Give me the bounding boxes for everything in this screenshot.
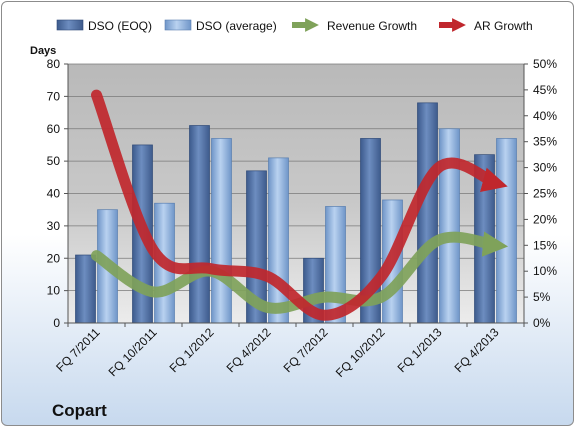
bar-dso-eoq-0 bbox=[75, 254, 96, 324]
legend-item-revenue-growth: Revenue Growth bbox=[292, 18, 417, 33]
x-ticks: FQ 7/2011 FQ 10/2011 FQ 1/2012 FQ 4/2012 FQ … bbox=[53, 323, 525, 380]
y-right-tick-label: 10% bbox=[533, 264, 557, 278]
legend-item-dso-eoq: DSO (EOQ) bbox=[56, 19, 152, 33]
y-left-tick-label: 70 bbox=[47, 89, 61, 103]
line-ar-growth bbox=[91, 89, 508, 321]
y-left-tick-label: 10 bbox=[47, 284, 61, 298]
y-left-tick-label: 0 bbox=[53, 316, 60, 330]
legend-label-dso-eoq: DSO (EOQ) bbox=[88, 19, 152, 33]
bar-dso-eoq-2 bbox=[189, 125, 210, 324]
x-tick-label: FQ 4/2012 bbox=[224, 325, 274, 375]
x-tick-label: FQ 7/2012 bbox=[281, 325, 331, 375]
x-tick-label: FQ 1/2013 bbox=[395, 325, 445, 375]
legend-item-ar-growth: AR Growth bbox=[439, 18, 533, 33]
x-tick-label: FQ 1/2012 bbox=[167, 325, 217, 375]
x-tick-label: FQ 10/2012 bbox=[333, 325, 388, 380]
legend-label-dso-average: DSO (average) bbox=[196, 19, 277, 33]
legend-swatch-dso-average bbox=[164, 19, 192, 31]
y-right-tick-label: 35% bbox=[533, 135, 557, 149]
y-right-tick-label: 0% bbox=[533, 316, 551, 330]
company-name: Copart bbox=[52, 401, 107, 420]
y-left-tick-label: 60 bbox=[47, 122, 61, 136]
y-right-tick-label: 20% bbox=[533, 212, 557, 226]
y-left-tick-label: 20 bbox=[47, 251, 61, 265]
x-tick-label: FQ 7/2011 bbox=[53, 325, 103, 375]
y-right-tick-label: 15% bbox=[533, 238, 557, 252]
legend: DSO (EOQ) DSO (average) Revenue Growth A… bbox=[56, 18, 533, 33]
bar-dso-average-7 bbox=[496, 138, 517, 324]
x-tick-label: FQ 4/2013 bbox=[452, 325, 502, 375]
y-left-axis-label: Days bbox=[30, 45, 56, 57]
y-right-tick-label: 45% bbox=[533, 83, 557, 97]
y-right-tick-label: 30% bbox=[533, 161, 557, 175]
growth-lines bbox=[91, 89, 509, 321]
y-left-tick-label: 50 bbox=[47, 154, 61, 168]
y-left-ticks: 0 10 20 30 40 50 60 70 80 bbox=[47, 57, 68, 330]
y-right-ticks: 0% 5% 10% 15% 20% 25% 30% 35% 40% 45% 50% bbox=[524, 57, 557, 330]
legend-label-revenue-growth: Revenue Growth bbox=[327, 19, 417, 33]
y-left-tick-label: 40 bbox=[47, 187, 61, 201]
y-left-tick-label: 80 bbox=[47, 57, 61, 71]
y-right-tick-label: 50% bbox=[533, 57, 557, 71]
y-right-tick-label: 40% bbox=[533, 109, 557, 123]
legend-item-dso-average: DSO (average) bbox=[164, 19, 277, 33]
line-revenue-growth bbox=[91, 231, 509, 314]
bar-dso-eoq-6 bbox=[417, 102, 438, 324]
y-right-tick-label: 5% bbox=[533, 290, 551, 304]
legend-swatch-dso-eoq bbox=[56, 19, 84, 31]
legend-label-ar-growth: AR Growth bbox=[474, 19, 533, 33]
bar-dso-average-3 bbox=[268, 157, 289, 324]
y-left-tick-label: 30 bbox=[47, 219, 61, 233]
y-right-tick-label: 25% bbox=[533, 187, 557, 201]
x-tick-label: FQ 10/2011 bbox=[106, 325, 160, 379]
bar-dso-average-2 bbox=[211, 138, 232, 324]
